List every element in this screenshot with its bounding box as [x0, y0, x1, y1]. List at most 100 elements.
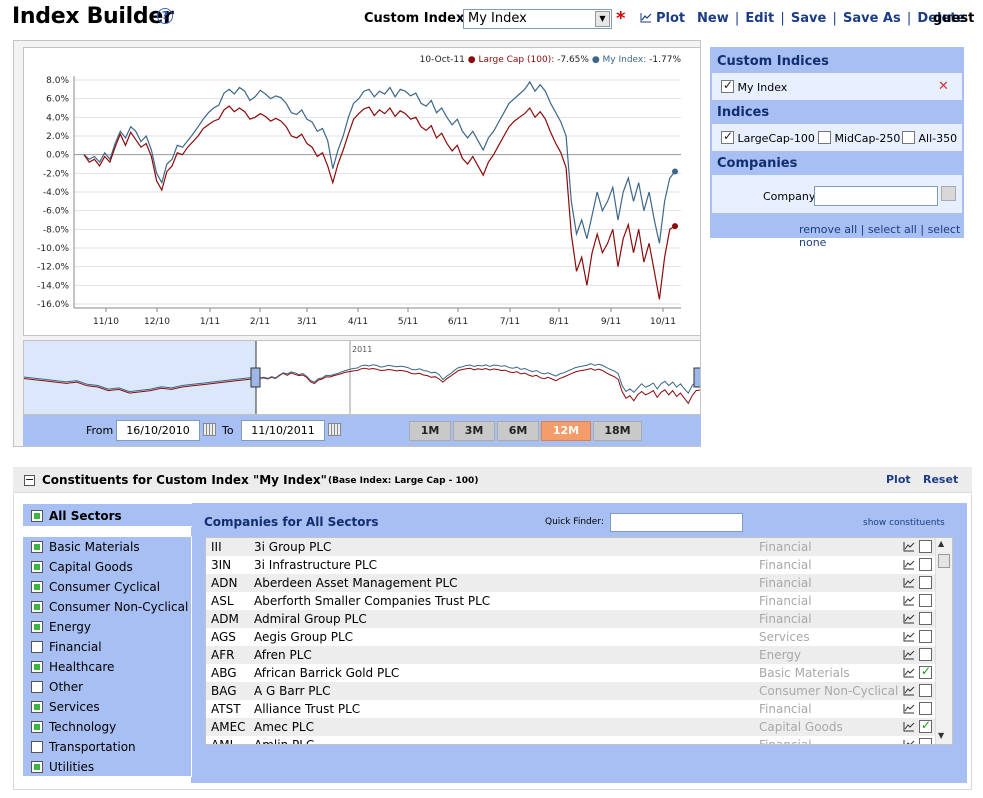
sector-item[interactable]: Financial	[31, 640, 102, 654]
help-icon[interactable]: ?	[157, 8, 173, 24]
sector-checkbox[interactable]	[31, 641, 43, 653]
company-checkbox[interactable]	[919, 576, 932, 589]
company-checkbox[interactable]	[919, 612, 932, 625]
table-scrollbar[interactable]: ▲ ▼	[935, 538, 952, 744]
sector-item[interactable]: Services	[31, 700, 100, 714]
range-6m-button[interactable]: 6M	[497, 421, 539, 441]
main-chart[interactable]: 8.0% 6.0% 4.0% 2.0% 0.0% -2.0% -4.0% -6.0% -8.0%…	[23, 47, 701, 336]
line-chart-icon[interactable]	[903, 685, 915, 696]
custom-index-item[interactable]: My Index	[721, 78, 787, 94]
line-chart-icon[interactable]	[903, 667, 915, 678]
company-checkbox[interactable]	[919, 558, 932, 571]
scroll-up-icon[interactable]: ▲	[938, 539, 945, 548]
index-item-all350[interactable]: All-350	[902, 131, 957, 145]
select-all-link[interactable]: select all	[867, 223, 917, 236]
sector-item[interactable]: Capital Goods	[31, 560, 133, 574]
line-chart-icon[interactable]	[903, 541, 915, 552]
sector-item[interactable]: Transportation	[31, 740, 136, 754]
sector-checkbox[interactable]	[31, 761, 43, 773]
sector-checkbox[interactable]	[31, 601, 43, 613]
table-row[interactable]: III 3i Group PLC Financial	[206, 538, 936, 556]
sector-checkbox[interactable]	[31, 661, 43, 673]
show-constituents-link[interactable]: show constituents	[863, 518, 945, 528]
line-chart-icon[interactable]	[903, 595, 915, 606]
company-checkbox[interactable]	[919, 540, 932, 553]
save-button[interactable]: Save	[790, 11, 827, 26]
save-as-button[interactable]: Save As	[842, 11, 901, 26]
sector-item[interactable]: Other	[31, 680, 83, 694]
company-input[interactable]	[814, 186, 938, 206]
scroll-down-icon[interactable]: ▼	[938, 731, 945, 740]
range-18m-button[interactable]: 18M	[593, 421, 642, 441]
table-row[interactable]: ATST Alliance Trust PLC Financial	[206, 700, 936, 718]
sector-checkbox[interactable]	[31, 701, 43, 713]
sector-checkbox[interactable]	[31, 621, 43, 633]
custom-index-checkbox[interactable]	[721, 78, 734, 93]
index-checkbox[interactable]	[902, 131, 915, 144]
plot-link[interactable]: Plot	[640, 11, 685, 26]
series-endpoint[interactable]	[672, 223, 678, 230]
company-checkbox[interactable]	[919, 630, 932, 643]
table-row[interactable]: ABG African Barrick Gold PLC Basic Materia…	[206, 664, 936, 682]
quick-finder-input[interactable]	[610, 513, 743, 532]
table-row[interactable]: ASL Aberforth Smaller Companies Trust PLC…	[206, 592, 936, 610]
sector-item[interactable]: Basic Materials	[31, 540, 140, 554]
constituents-plot-link[interactable]: Plot	[886, 473, 911, 486]
chevron-down-icon[interactable]: ▼	[595, 11, 610, 27]
edit-button[interactable]: Edit	[745, 11, 775, 26]
index-item-largecap[interactable]: LargeCap-100	[721, 129, 815, 145]
range-1m-button[interactable]: 1M	[409, 421, 451, 441]
table-row[interactable]: ADN Aberdeen Asset Management PLC Financia…	[206, 574, 936, 592]
line-chart-icon[interactable]	[903, 739, 915, 745]
company-checkbox[interactable]	[919, 684, 932, 697]
delete-button[interactable]: Delete	[917, 11, 966, 26]
company-checkbox[interactable]	[919, 738, 932, 744]
line-chart-icon[interactable]	[903, 577, 915, 588]
calendar-icon[interactable]	[203, 423, 216, 436]
all-sectors-toggle[interactable]: All Sectors	[22, 503, 192, 527]
close-icon[interactable]: ✕	[938, 79, 949, 94]
navigator-chart[interactable]: 2011	[23, 340, 704, 415]
sector-checkbox[interactable]	[31, 741, 43, 753]
custom-index-select[interactable]: My Index ▼	[463, 9, 612, 29]
company-lookup-button[interactable]	[941, 186, 956, 201]
table-row[interactable]: ADM Admiral Group PLC Financial	[206, 610, 936, 628]
table-row[interactable]: AFR Afren PLC Energy	[206, 646, 936, 664]
index-item-midcap[interactable]: MidCap-250	[818, 131, 900, 145]
constituents-reset-link[interactable]: Reset	[923, 473, 959, 486]
sector-item[interactable]: Healthcare	[31, 660, 114, 674]
navigator-handle-left[interactable]	[250, 367, 261, 388]
sector-checkbox[interactable]	[31, 541, 43, 553]
company-checkbox[interactable]	[919, 648, 932, 661]
from-date-input[interactable]: 16/10/2010	[116, 420, 200, 441]
sector-item[interactable]: Utilities	[31, 760, 94, 774]
range-12m-button[interactable]: 12M	[541, 421, 591, 441]
sector-checkbox[interactable]	[31, 681, 43, 693]
sector-item[interactable]: Technology	[31, 720, 116, 734]
sector-item[interactable]: Energy	[31, 620, 91, 634]
company-checkbox[interactable]	[919, 664, 932, 679]
sector-checkbox[interactable]	[31, 721, 43, 733]
line-chart-icon[interactable]	[903, 559, 915, 570]
scroll-thumb[interactable]	[938, 554, 950, 568]
series-endpoint[interactable]	[672, 168, 678, 175]
select-none-link[interactable]: select none	[799, 223, 961, 249]
sector-item[interactable]: Consumer Non-Cyclical	[31, 600, 188, 614]
range-3m-button[interactable]: 3M	[453, 421, 495, 441]
all-sectors-checkbox[interactable]	[31, 510, 43, 522]
minus-box-icon[interactable]: −	[24, 473, 35, 486]
remove-all-link[interactable]: remove all	[799, 223, 858, 236]
calendar-icon[interactable]	[328, 423, 341, 436]
to-date-input[interactable]: 11/10/2011	[241, 420, 325, 441]
sector-checkbox[interactable]	[31, 561, 43, 573]
table-row[interactable]: 3IN 3i Infrastructure PLC Financial	[206, 556, 936, 574]
sector-checkbox[interactable]	[31, 581, 43, 593]
table-row[interactable]: AML Amlin PLC Financial	[206, 736, 936, 745]
company-checkbox[interactable]	[919, 702, 932, 715]
line-chart-icon[interactable]	[903, 703, 915, 714]
line-chart-icon[interactable]	[903, 721, 915, 732]
line-chart-icon[interactable]	[903, 613, 915, 624]
line-chart-icon[interactable]	[903, 649, 915, 660]
company-checkbox[interactable]	[919, 718, 932, 733]
company-checkbox[interactable]	[919, 594, 932, 607]
